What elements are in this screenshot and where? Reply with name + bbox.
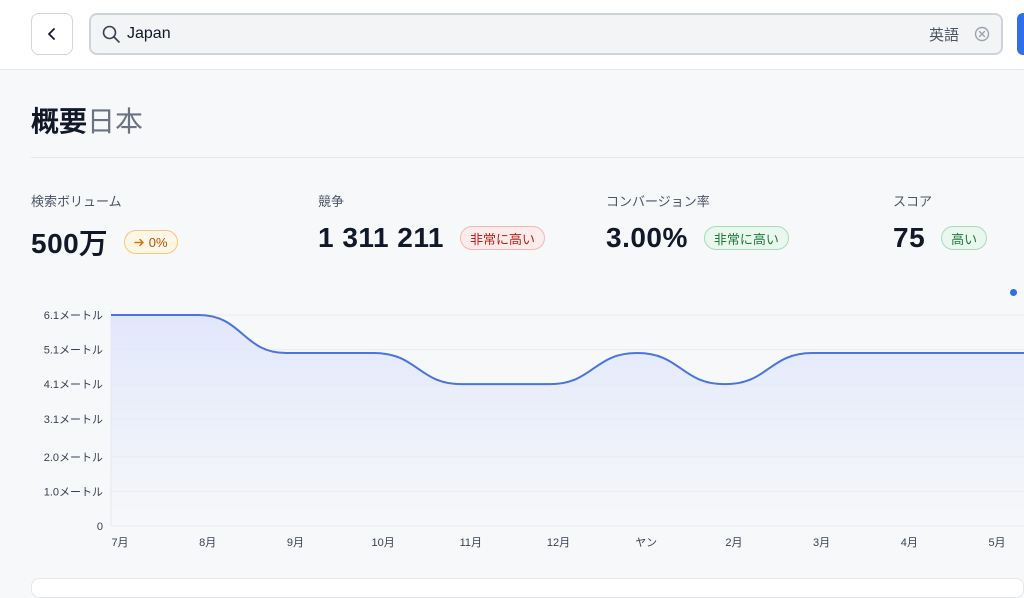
y-tick-label: 5.1メートル [44,345,103,357]
x-tick-label: 12月 [547,537,570,549]
metric-label: スコア [893,194,933,209]
metric-value: 75 [893,222,926,253]
status-badge: 高い [941,226,988,250]
arrow-right-icon [133,238,144,246]
title-region: 日本 [87,106,144,137]
badge-text: 0% [148,234,168,250]
status-badge: 非常に高い [703,226,789,250]
y-tick-label: 1.0メートル [44,486,103,498]
clear-icon[interactable] [973,25,991,43]
status-badge: 非常に高い [459,226,545,250]
metric-search-volume: 検索ボリューム 500万 0% [31,191,178,262]
x-tick-label: 11月 [460,537,482,549]
trend-badge: 0% [123,230,178,254]
title-main: 概要 [31,106,88,137]
metric-label: 競争 [318,194,345,209]
x-tick-label: 10月 [371,537,394,549]
y-tick-label: 0 [97,521,103,533]
metric-value: 500万 [31,228,108,259]
search-input[interactable] [127,22,887,46]
search-button[interactable] [1017,13,1024,55]
divider [31,157,1024,158]
search-icon [102,25,120,43]
search-box[interactable]: 英語 [89,13,1003,55]
y-tick-label: 3.1メートル [44,414,103,426]
chevron-left-icon [48,28,55,40]
y-tick-label: 2.0メートル [44,452,103,464]
metric-score: スコア 75 高い [893,191,988,254]
page-title: 概要日本 [31,100,143,140]
x-tick-label: 3月 [813,537,830,549]
search-volume-chart: 0 1.0メートル 2.0メートル 3.1メートル 4.1メートル 5.1メートル 6.1メ… [44,310,1024,549]
x-tick-label: 2月 [725,537,742,549]
metric-conversion-rate: コンバージョン率 3.00% 非常に高い [606,191,789,254]
top-bar: 英語 [0,0,1024,70]
metric-value: 1 311 211 [318,222,444,253]
back-button[interactable] [31,13,73,55]
x-tick-label: 7月 [111,537,128,549]
series-line [110,314,1024,386]
metric-label: コンバージョン率 [606,194,710,209]
area-fill [111,315,1024,526]
y-tick-label: 6.1メートル [44,310,103,322]
metric-label: 検索ボリューム [31,194,122,209]
x-tick-label: ヤン [635,537,657,549]
y-tick-label: 4.1メートル [44,379,103,391]
x-tick-label: 5月 [988,537,1005,549]
x-tick-label: 4月 [901,537,918,549]
metric-competition: 競争 1 311 211 非常に高い [318,191,545,254]
metric-value: 3.00% [606,222,688,253]
language-selector[interactable]: 英語 [928,27,959,44]
series-indicator-dot [1010,289,1017,296]
next-section-card [31,578,1024,598]
x-tick-label: 8月 [199,537,216,549]
x-tick-label: 9月 [287,537,304,549]
